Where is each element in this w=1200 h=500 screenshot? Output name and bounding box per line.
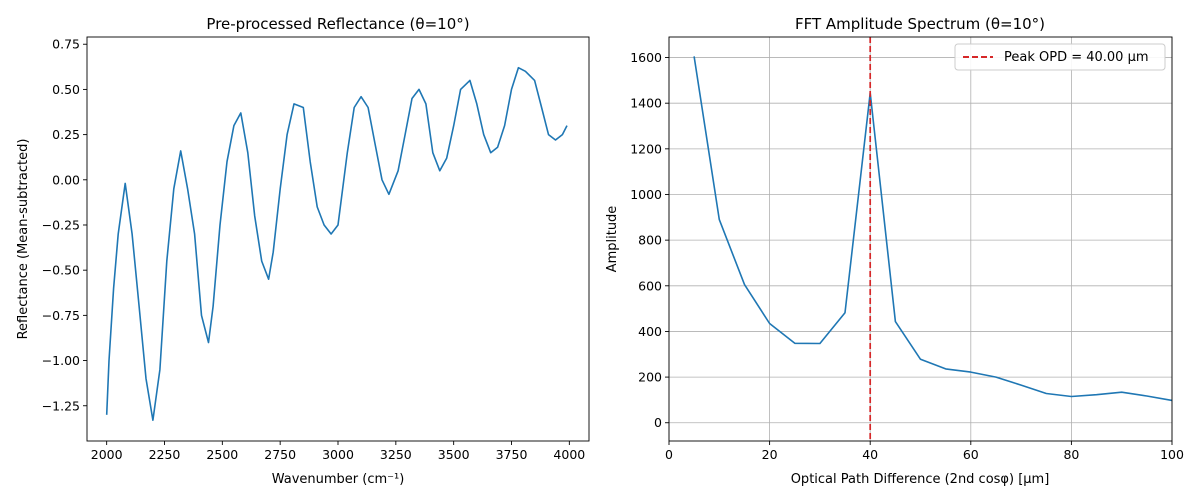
fft-y-ticks: 0 200 400 600 800 1000 1200 1400 1600 (630, 50, 669, 430)
fft-series (693, 56, 1173, 402)
reflectance-y-tick-label: 0.25 (52, 127, 80, 142)
fft-grid (668, 37, 1173, 441)
fft-x-tick-label: 60 (963, 447, 979, 462)
reflectance-plot-frame (86, 36, 590, 442)
fft-x-axis-label: Optical Path Difference (2nd cosφ) [μm] (791, 472, 1050, 487)
reflectance-series-line (105, 66, 568, 422)
fft-y-tick-label: 1200 (630, 141, 662, 156)
fft-x-tick-label: 0 (665, 447, 673, 462)
reflectance-chart-title: Pre-processed Reflectance (θ=10°) (206, 15, 469, 33)
reflectance-x-tick-label: 2500 (206, 447, 238, 462)
reflectance-x-tick-label: 2000 (91, 447, 123, 462)
reflectance-y-ticks: −1.25 −1.00 −0.75 −0.50 −0.25 0.00 0.25 0.50 0.7… (42, 37, 87, 413)
reflectance-x-tick-label: 3000 (322, 447, 354, 462)
reflectance-y-tick-label: 0.75 (52, 37, 80, 52)
reflectance-y-tick-label: −1.00 (42, 353, 80, 368)
fft-chart-title: FFT Amplitude Spectrum (θ=10°) (795, 15, 1045, 33)
reflectance-y-tick-label: −0.25 (42, 217, 80, 232)
fft-y-tick-label: 1000 (630, 187, 662, 202)
reflectance-y-tick-label: −1.25 (42, 398, 80, 413)
reflectance-chart: Pre-processed Reflectance (θ=10°) −1.25−… (16, 15, 590, 487)
fft-legend-label: Peak OPD = 40.00 μm (1004, 50, 1149, 65)
fft-y-tick-label: 1600 (630, 50, 662, 65)
fft-x-ticks: 0 20 40 60 80 100 (665, 441, 1184, 462)
fft-y-tick-label: 0 (654, 415, 662, 430)
reflectance-x-tick-label: 3750 (496, 447, 528, 462)
fft-plot-frame (668, 36, 1173, 442)
fft-x-tick-label: 80 (1063, 447, 1079, 462)
fft-legend-box (954, 43, 1166, 71)
fft-chart: FFT Amplitude Spectrum (θ=10°) 020040060… (605, 15, 1184, 487)
fft-legend: Peak OPD = 40.00 μm (954, 43, 1166, 71)
reflectance-y-tick-label: 0.50 (52, 82, 80, 97)
fft-y-tick-label: 600 (638, 278, 662, 293)
reflectance-x-tick-label: 3250 (380, 447, 412, 462)
fft-series-line (693, 56, 1173, 402)
fft-x-tick-label: 20 (762, 447, 778, 462)
fft-y-axis-label: Amplitude (605, 206, 620, 273)
fft-y-tick-label: 800 (638, 233, 662, 248)
fft-y-tick-label: 400 (638, 324, 662, 339)
fft-y-tick-label: 200 (638, 370, 662, 385)
reflectance-x-tick-label: 2250 (149, 447, 181, 462)
fft-x-tick-label: 100 (1160, 447, 1184, 462)
reflectance-y-tick-label: 0.00 (52, 172, 80, 187)
reflectance-x-tick-label: 4000 (553, 447, 585, 462)
reflectance-y-tick-label: −0.50 (42, 263, 80, 278)
reflectance-y-tick-label: −0.75 (42, 308, 80, 323)
reflectance-series (105, 66, 568, 422)
reflectance-y-axis-label: Reflectance (Mean-subtracted) (16, 139, 31, 340)
reflectance-x-ticks: 2000 2250 2500 2750 3000 3250 3500 3750 4000 (91, 441, 585, 462)
fft-x-tick-label: 40 (862, 447, 878, 462)
reflectance-x-tick-label: 2750 (264, 447, 296, 462)
reflectance-x-axis-label: Wavenumber (cm⁻¹) (272, 472, 405, 487)
fft-y-tick-label: 1400 (630, 96, 662, 111)
reflectance-x-tick-label: 3500 (438, 447, 470, 462)
